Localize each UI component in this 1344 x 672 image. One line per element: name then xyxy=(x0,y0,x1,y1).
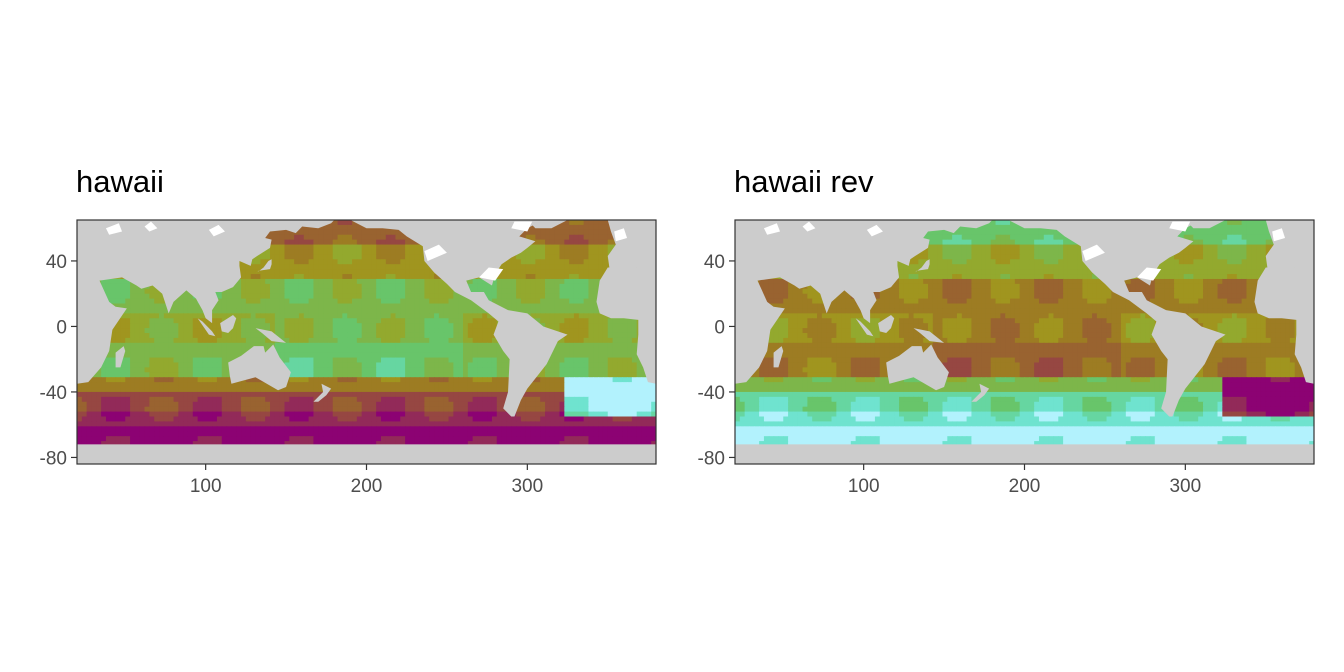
landmass xyxy=(886,344,949,391)
landmass xyxy=(313,383,332,402)
panel-title: hawaii xyxy=(76,164,164,199)
x-tick-label: 200 xyxy=(351,476,383,497)
landmass xyxy=(228,344,291,391)
ocean-field xyxy=(77,220,656,464)
landmass xyxy=(255,328,287,343)
no-data-patch xyxy=(1272,228,1286,242)
no-data-patch xyxy=(144,221,158,232)
no-data-patch xyxy=(479,267,504,281)
panel-title: hawaii rev xyxy=(734,164,874,199)
no-data-patch xyxy=(1082,244,1105,261)
landmass xyxy=(971,383,990,402)
no-data-patch xyxy=(1137,267,1162,281)
y-tick-label: -80 xyxy=(40,448,67,469)
antarctica xyxy=(77,444,656,464)
y-tick-label: -40 xyxy=(698,383,725,404)
x-tick-label: 200 xyxy=(1009,476,1041,497)
x-tick-label: 100 xyxy=(190,476,222,497)
landmass xyxy=(350,220,568,417)
landmass xyxy=(220,314,237,333)
no-data-patch xyxy=(866,224,883,237)
landmass xyxy=(1265,220,1314,276)
y-tick-label: 40 xyxy=(704,252,725,273)
y-tick-label: -80 xyxy=(698,448,725,469)
no-data-patch xyxy=(614,228,628,242)
landmass xyxy=(1254,267,1314,384)
y-tick-label: 0 xyxy=(56,317,67,338)
x-tick-label: 100 xyxy=(848,476,880,497)
landmass xyxy=(1185,220,1226,229)
landmass xyxy=(197,318,216,337)
antarctica xyxy=(735,444,1314,464)
y-tick-label: -40 xyxy=(40,383,67,404)
landmass xyxy=(878,314,895,333)
landmass xyxy=(1008,220,1226,417)
landmass xyxy=(913,328,945,343)
ocean-field xyxy=(735,220,1314,464)
no-data-patch xyxy=(763,223,781,235)
no-data-patch xyxy=(802,221,816,232)
no-data-patch xyxy=(208,224,225,237)
x-tick-label: 300 xyxy=(511,476,543,497)
x-tick-label: 300 xyxy=(1169,476,1201,497)
panel-hawaii: hawaii 100 200 300 40 0 -40 -80 xyxy=(40,164,657,497)
landmass xyxy=(77,220,335,384)
y-tick-label: 40 xyxy=(46,252,67,273)
landmass xyxy=(115,346,126,368)
landmass xyxy=(253,259,272,276)
y-tick-label: 0 xyxy=(714,317,725,338)
landmass xyxy=(911,259,930,276)
no-data-patch xyxy=(424,244,447,261)
landmass xyxy=(855,318,874,337)
landmass xyxy=(735,220,993,384)
no-data-patch xyxy=(1169,221,1191,232)
no-data-patch xyxy=(511,221,533,232)
no-data-patch xyxy=(105,223,123,235)
landmass xyxy=(596,267,656,384)
landmass xyxy=(527,220,568,229)
landmass xyxy=(773,346,784,368)
